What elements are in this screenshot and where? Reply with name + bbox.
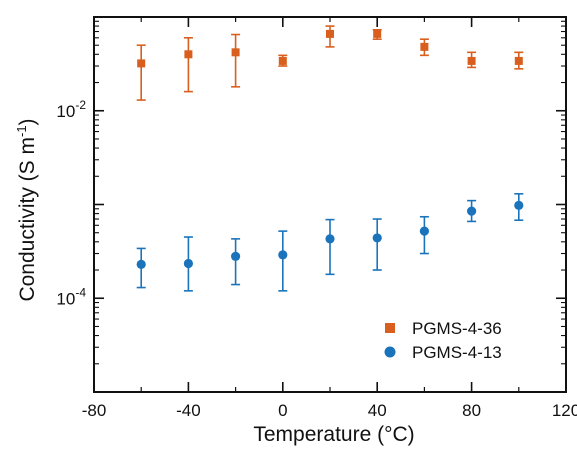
y-tick-labels: 10-2 10-4 <box>56 98 86 309</box>
data-point-circle <box>183 258 193 269</box>
x-axis-title: Temperature (°C) <box>253 423 414 446</box>
data-point-square <box>137 59 146 68</box>
data-point-square <box>231 48 240 57</box>
data-point-square <box>467 56 476 65</box>
y-axis-title-close: ) <box>16 118 39 125</box>
x-tick-label: -80 <box>82 401 107 420</box>
x-tick-label: 80 <box>462 401 481 420</box>
series-layer <box>136 25 524 292</box>
y-axis-title: Conductivity (S m-1) <box>14 118 39 301</box>
y-tick-label: 10-2 <box>56 98 86 121</box>
data-point-circle <box>278 250 288 260</box>
legend: PGMS-4-36 PGMS-4-13 <box>384 319 502 362</box>
data-point-circle <box>467 206 477 216</box>
legend-marker-square <box>385 323 395 333</box>
data-point-square <box>514 56 523 65</box>
x-tick-label: -40 <box>176 401 201 420</box>
data-point-square <box>278 56 287 65</box>
series-PGMS-4-13 <box>136 193 524 292</box>
x-tick-label: 0 <box>278 401 287 420</box>
data-point-circle <box>325 234 335 244</box>
x-tick-label: 40 <box>368 401 387 420</box>
x-tick-labels: -80 -40 0 40 80 120 <box>82 401 577 420</box>
y-axis-title-main: Conductivity (S m <box>16 137 39 302</box>
data-point-square <box>326 29 334 38</box>
data-point-circle <box>514 200 524 210</box>
legend-marker-circle <box>384 346 396 358</box>
legend-label: PGMS-4-36 <box>412 319 502 338</box>
data-point-circle <box>136 259 146 269</box>
data-point-square <box>420 42 429 51</box>
series-PGMS-4-36 <box>136 25 524 101</box>
data-point-circle <box>231 251 241 261</box>
data-point-square <box>373 29 382 38</box>
legend-label: PGMS-4-13 <box>412 343 502 362</box>
y-axis-title-sup: -1 <box>14 125 29 137</box>
data-point-square <box>184 50 193 59</box>
data-point-circle <box>419 226 429 236</box>
plot-frame <box>93 16 567 393</box>
data-point-circle <box>372 233 382 243</box>
x-tick-label: 120 <box>552 401 577 420</box>
y-tick-label: 10-4 <box>56 285 86 308</box>
